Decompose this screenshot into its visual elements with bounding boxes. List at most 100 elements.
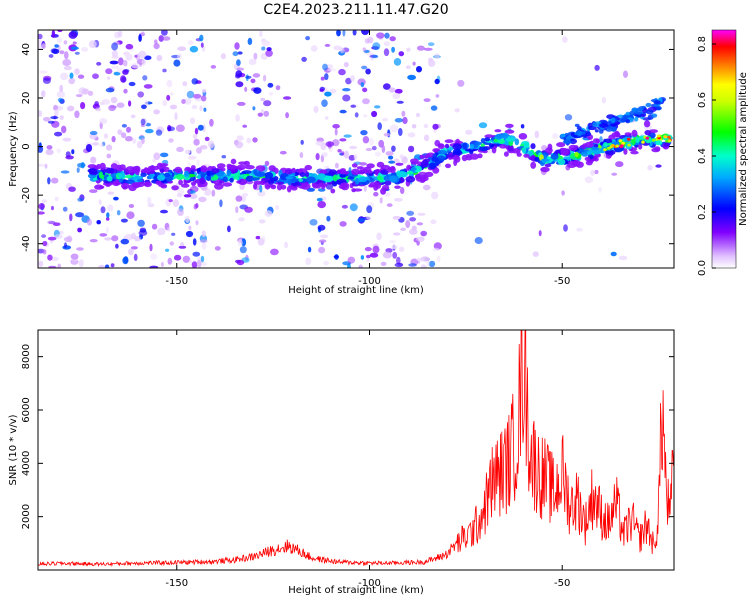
- spectrogram-cell: [299, 172, 306, 178]
- spectrogram-cell: [104, 237, 113, 241]
- spectrogram-cell: [211, 189, 216, 197]
- spectrogram-cell: [227, 164, 237, 170]
- spectrogram-cell: [349, 145, 358, 150]
- spectrogram-cell: [396, 256, 401, 265]
- spectrogram-cell: [414, 165, 422, 173]
- spectrogram-cell: [235, 70, 243, 78]
- spectrogram-cell: [444, 143, 450, 149]
- spectrogram-cell: [175, 124, 185, 132]
- spectrogram-cell: [591, 147, 600, 151]
- spectrogram-cell: [246, 137, 252, 144]
- spectrogram-cell: [392, 215, 401, 220]
- spectrogram-cell: [400, 186, 405, 195]
- spectrogram-cell: [76, 167, 80, 173]
- spectrogram-cell: [635, 137, 640, 143]
- spectrogram-cell: [491, 146, 497, 154]
- spectrogram-cell: [630, 150, 639, 155]
- spectrogram-cell: [141, 58, 146, 66]
- spectrogram-cell: [104, 264, 110, 268]
- spectrogram-cell: [277, 181, 284, 185]
- spectrogram-cell: [98, 171, 103, 179]
- spectrogram-cell: [645, 102, 652, 108]
- spectrogram-cell: [384, 192, 391, 197]
- spectrogram-cell: [54, 44, 59, 48]
- spectrogram-cell: [627, 137, 631, 141]
- spectrogram-cell: [428, 260, 436, 268]
- spectrogram-cell: [166, 94, 171, 101]
- spectrogram-cell: [506, 137, 515, 142]
- spectrogram-cell: [182, 81, 188, 87]
- spectrogram-cell: [401, 110, 406, 117]
- spectrogram-cell: [615, 144, 619, 148]
- spectrogram-cell: [188, 259, 192, 264]
- spectrogram-cell: [654, 146, 661, 152]
- spectrogram-cell: [435, 94, 440, 98]
- spectrogram-cell: [647, 165, 653, 171]
- spectrogram-cell: [366, 163, 375, 169]
- spectrogram-cell: [359, 169, 365, 173]
- spectrogram-cell: [465, 148, 475, 152]
- spectrogram-cell: [369, 252, 379, 258]
- spectrogram-cell: [59, 84, 64, 93]
- spectrogram-cell: [209, 118, 214, 127]
- spectrogram-cell: [623, 136, 630, 143]
- spectrogram-cell: [47, 220, 55, 225]
- spectrogram-cell: [345, 77, 352, 85]
- spectrogram-cell: [110, 163, 118, 170]
- spectrogram-cell: [160, 152, 169, 158]
- spectrogram-y-ticks: -40 -20 0 20 40: [21, 43, 674, 252]
- spectrogram-cell: [402, 116, 408, 125]
- spectrogram-cell: [316, 197, 323, 202]
- spectrogram-cell: [75, 94, 83, 98]
- snr-y-tick-label: 4000: [21, 451, 32, 476]
- spectrogram-cell: [81, 47, 89, 52]
- spectrogram-cell: [320, 76, 325, 81]
- spectrogram-cell: [56, 37, 63, 44]
- spectrogram-cell: [552, 133, 559, 140]
- spectrogram-cell: [238, 217, 246, 222]
- spectrogram-cell: [41, 90, 46, 98]
- spectrogram-cell: [270, 184, 277, 190]
- spectrogram-cell: [324, 116, 329, 120]
- spectrogram-cell: [94, 184, 104, 190]
- spectrogram-cell: [255, 235, 261, 240]
- spectrogram-cell: [236, 259, 245, 266]
- spectrogram-cell: [167, 126, 176, 132]
- spectrogram-cell: [631, 129, 638, 137]
- spectrogram-cell: [354, 112, 359, 118]
- spectrogram-x-label: Height of straight line (km): [288, 285, 424, 296]
- spectrogram-cell: [100, 206, 106, 214]
- spectrogram-cell: [305, 36, 310, 41]
- spectrogram-cell: [54, 196, 59, 202]
- spectrogram-cell: [625, 111, 631, 116]
- spectrogram-cell: [239, 246, 247, 254]
- spectrogram-cell: [333, 255, 339, 259]
- spectrogram-cell: [156, 54, 163, 62]
- spectrogram-cell: [417, 212, 426, 216]
- spectrogram-cell: [76, 247, 84, 251]
- spectrogram-cell: [376, 232, 382, 241]
- spectrogram-cell: [563, 139, 571, 144]
- spectrogram-cell: [432, 247, 440, 252]
- spectrogram-cell: [350, 104, 357, 108]
- spectrogram-cell: [310, 45, 318, 52]
- spectrogram-cell: [406, 171, 414, 175]
- spectrogram-cell: [264, 172, 274, 179]
- spectrogram-cell: [283, 96, 292, 100]
- spectrogram-cell: [564, 114, 573, 121]
- spectrogram-cell: [651, 138, 656, 142]
- spectrogram-cell: [372, 245, 380, 254]
- spectrogram-cell: [47, 254, 53, 261]
- spectrogram-cell: [111, 235, 119, 242]
- spectrogram-cell: [362, 98, 370, 105]
- spectrogram-cell: [65, 155, 74, 160]
- spectrogram-cell: [60, 72, 69, 81]
- spectrogram-cell: [138, 230, 148, 237]
- spectrogram-cell: [371, 110, 378, 118]
- spectrogram-cell: [263, 74, 267, 82]
- spectrogram-cell: [263, 110, 270, 117]
- spectrogram-cell: [92, 73, 99, 79]
- spectrogram-cell: [110, 96, 118, 104]
- spectrogram-cell: [520, 124, 525, 129]
- spectrogram-cell: [206, 170, 211, 177]
